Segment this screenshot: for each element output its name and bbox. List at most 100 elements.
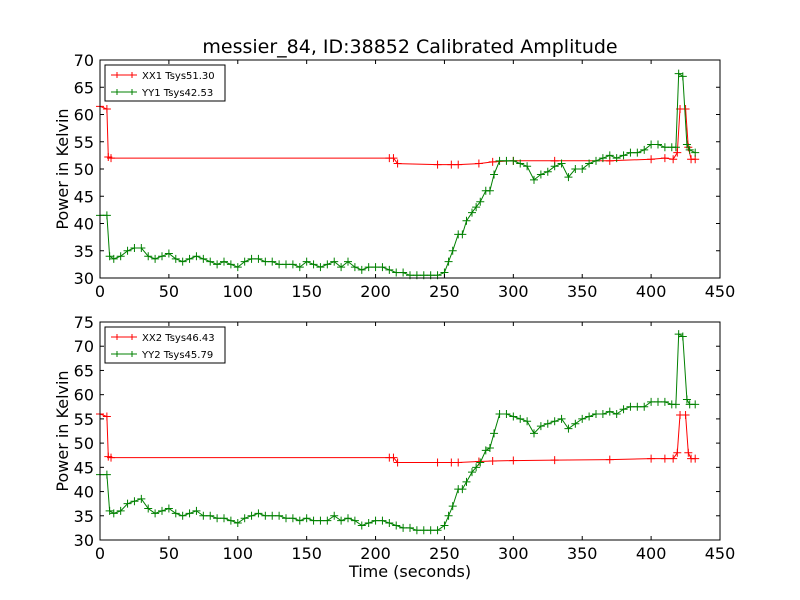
legend-label: YY1 Tsys42.53 <box>141 88 213 99</box>
data-point <box>144 504 153 513</box>
data-point <box>612 154 621 163</box>
data-point <box>151 509 160 518</box>
x-tick-label: 300 <box>498 282 529 301</box>
data-point <box>389 154 398 163</box>
data-point <box>412 526 421 535</box>
y-tick-label: 35 <box>74 507 94 526</box>
data-point <box>669 155 678 164</box>
data-point <box>371 516 380 525</box>
data-point <box>107 453 116 462</box>
data-point <box>337 263 346 272</box>
data-point <box>691 400 700 409</box>
data-point <box>220 514 228 523</box>
data-point <box>605 151 614 160</box>
data-point <box>192 506 201 515</box>
data-point <box>254 509 263 518</box>
data-point <box>447 458 456 467</box>
data-point <box>288 260 297 269</box>
top-panel: 0 50 100 150 200 250 300 350 400 450 30 35 40 45 50 55 6… <box>53 51 735 301</box>
x-tick-label: 150 <box>291 282 322 301</box>
data-point <box>288 514 297 523</box>
data-point <box>364 519 373 528</box>
data-point <box>323 260 332 269</box>
data-point <box>640 145 649 154</box>
data-point <box>530 175 538 184</box>
data-point <box>337 516 346 525</box>
data-point <box>674 330 683 339</box>
y-tick-label: 65 <box>74 78 94 97</box>
data-point <box>458 485 467 494</box>
data-point <box>171 509 180 518</box>
data-point <box>385 265 394 274</box>
data-point <box>350 516 359 525</box>
data-point <box>488 457 497 466</box>
data-point <box>254 254 263 263</box>
data-point <box>309 260 318 269</box>
data-point <box>158 252 166 261</box>
data-point <box>633 148 642 157</box>
data-point <box>399 268 408 277</box>
data-point <box>357 521 366 530</box>
y-tick-label: 70 <box>74 51 94 70</box>
data-point <box>530 429 538 438</box>
data-point <box>282 514 290 523</box>
data-point <box>357 265 366 274</box>
data-point <box>399 523 408 532</box>
data-point <box>592 410 600 419</box>
series-markers-1 <box>96 410 700 467</box>
data-point <box>344 514 352 523</box>
data-point <box>681 411 690 420</box>
data-point <box>488 157 497 166</box>
data-point <box>226 516 235 525</box>
y-tick-label: 40 <box>74 215 94 234</box>
y-tick-label: 70 <box>74 337 94 356</box>
x-tick-label: 50 <box>159 544 179 563</box>
y-axis-label: Power in Kelvin <box>53 370 72 491</box>
data-point <box>102 211 111 220</box>
data-point <box>116 506 125 515</box>
data-point <box>233 519 242 528</box>
data-point <box>378 263 387 272</box>
data-point <box>633 402 642 411</box>
data-point <box>673 148 682 157</box>
data-point <box>660 143 669 152</box>
data-point <box>619 405 628 414</box>
x-tick-label: 400 <box>636 544 667 563</box>
data-point <box>107 154 116 163</box>
data-point <box>123 499 132 508</box>
data-point <box>330 511 339 520</box>
y-tick-label: 35 <box>74 242 94 261</box>
data-point <box>691 148 700 157</box>
data-point <box>350 263 359 272</box>
data-point <box>247 254 256 263</box>
data-point <box>671 400 680 409</box>
data-point <box>536 170 545 179</box>
data-point <box>295 263 304 272</box>
data-point <box>144 252 153 261</box>
data-point <box>660 454 669 463</box>
data-point <box>426 526 435 535</box>
y-tick-label: 55 <box>74 410 94 429</box>
data-point <box>247 511 256 520</box>
data-point <box>316 263 325 272</box>
x-tick-label: 300 <box>498 544 529 563</box>
data-point <box>302 257 311 266</box>
data-point <box>454 160 463 169</box>
data-point <box>226 260 235 269</box>
data-point <box>213 260 222 269</box>
data-point <box>571 419 580 428</box>
data-point <box>592 156 600 165</box>
data-point <box>462 216 471 225</box>
data-point <box>516 159 525 168</box>
data-point <box>578 414 587 423</box>
data-point <box>123 246 132 255</box>
data-point <box>678 332 687 341</box>
x-tick-label: 50 <box>159 282 179 301</box>
data-point <box>660 154 669 163</box>
data-point <box>476 458 485 467</box>
data-point <box>171 254 180 263</box>
data-point <box>502 410 511 419</box>
y-tick-label: 60 <box>74 106 94 125</box>
data-point <box>116 252 125 261</box>
y-tick-label: 45 <box>74 458 94 477</box>
